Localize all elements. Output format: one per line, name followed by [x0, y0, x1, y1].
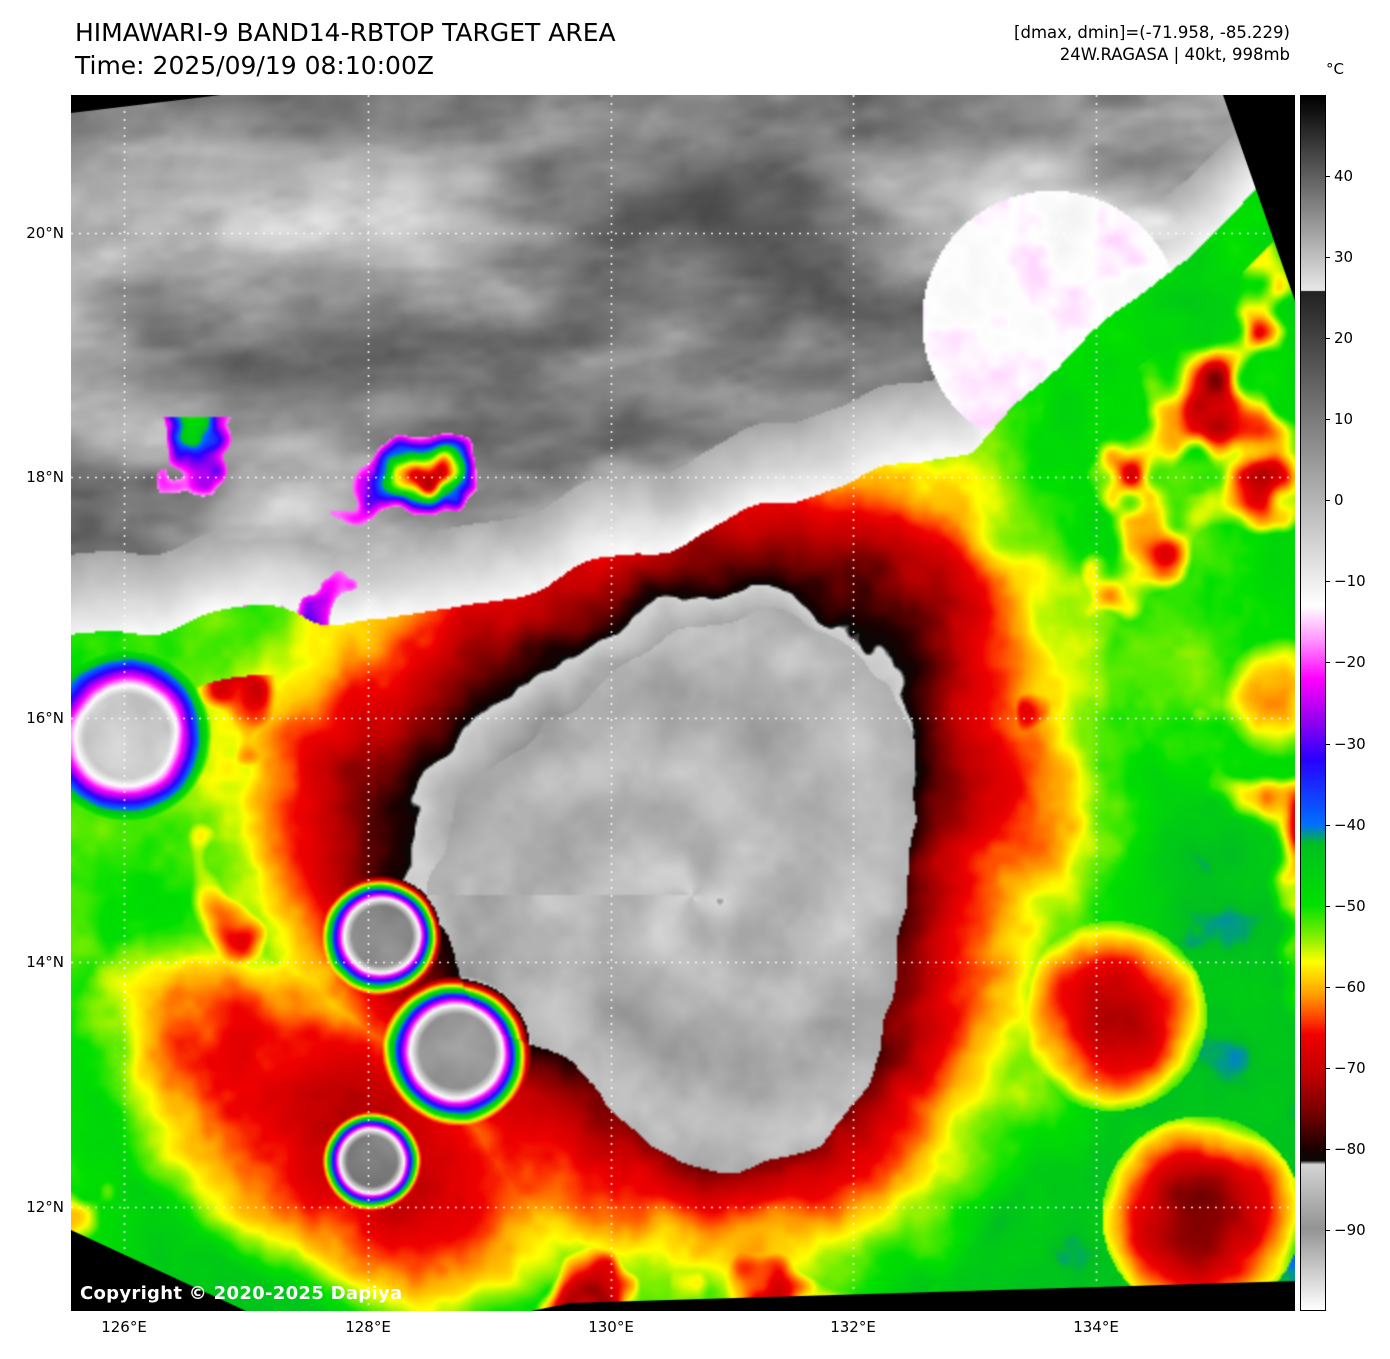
colorbar-tick-label: −30 — [1334, 735, 1366, 753]
colorbar-tick-mark — [1325, 500, 1330, 501]
colorbar-tick-mark — [1325, 176, 1330, 177]
lon-tick-label: 134°E — [1073, 1318, 1119, 1336]
colorbar-tick-mark — [1325, 662, 1330, 663]
lat-tick-label: 20°N — [26, 224, 64, 242]
colorbar-tick-mark — [1325, 987, 1330, 988]
colorbar-tick-label: −60 — [1334, 978, 1366, 996]
colorbar-tick-mark — [1325, 1149, 1330, 1150]
time-label: Time: 2025/09/19 08:10:00Z — [75, 51, 434, 80]
colorbar-tick-label: 10 — [1334, 410, 1354, 428]
satellite-image-canvas — [71, 95, 1295, 1311]
colorbar-tick-label: −20 — [1334, 653, 1366, 671]
colorbar — [1300, 95, 1326, 1311]
lat-tick-label: 16°N — [26, 709, 64, 727]
colorbar-tick-label: −80 — [1334, 1140, 1366, 1158]
lat-tick-label: 18°N — [26, 468, 64, 486]
colorbar-tick-mark — [1325, 906, 1330, 907]
colorbar-tick-label: −50 — [1334, 897, 1366, 915]
lon-tick-label: 128°E — [345, 1318, 391, 1336]
colorbar-tick-label: −70 — [1334, 1059, 1366, 1077]
page-title: HIMAWARI-9 BAND14-RBTOP TARGET AREA — [75, 18, 616, 47]
colorbar-tick-label: −10 — [1334, 572, 1366, 590]
colorbar-tick-label: 20 — [1334, 329, 1354, 347]
header-left: HIMAWARI-9 BAND14-RBTOP TARGET AREA Time… — [75, 16, 616, 82]
lon-tick-label: 130°E — [588, 1318, 634, 1336]
colorbar-tick-mark — [1325, 338, 1330, 339]
lon-tick-label: 126°E — [101, 1318, 147, 1336]
colorbar-tick-label: 30 — [1334, 248, 1354, 266]
colorbar-tick-mark — [1325, 744, 1330, 745]
lat-tick-label: 12°N — [26, 1198, 64, 1216]
lat-tick-label: 14°N — [26, 953, 64, 971]
colorbar-tick-mark — [1325, 1068, 1330, 1069]
copyright-label: Copyright © 2020-2025 Dapiya — [80, 1283, 403, 1304]
colorbar-tick-mark — [1325, 581, 1330, 582]
lon-tick-label: 132°E — [830, 1318, 876, 1336]
colorbar-tick-mark — [1325, 419, 1330, 420]
colorbar-tick-mark — [1325, 257, 1330, 258]
colorbar-tick-label: 40 — [1334, 167, 1354, 185]
satellite-map: Copyright © 2020-2025 Dapiya — [71, 95, 1295, 1311]
colorbar-tick-label: −90 — [1334, 1221, 1366, 1239]
colorbar-canvas — [1301, 96, 1325, 1310]
header-right: [dmax, dmin]=(-71.958, -85.229) 24W.RAGA… — [1014, 22, 1290, 66]
colorbar-tick-label: 0 — [1334, 491, 1344, 509]
colorbar-tick-mark — [1325, 825, 1330, 826]
colorbar-tick-label: −40 — [1334, 816, 1366, 834]
colorbar-unit-label: °C — [1326, 60, 1344, 78]
storm-info-label: 24W.RAGASA | 40kt, 998mb — [1059, 45, 1290, 64]
dmax-dmin-label: [dmax, dmin]=(-71.958, -85.229) — [1014, 23, 1290, 42]
colorbar-tick-mark — [1325, 1230, 1330, 1231]
